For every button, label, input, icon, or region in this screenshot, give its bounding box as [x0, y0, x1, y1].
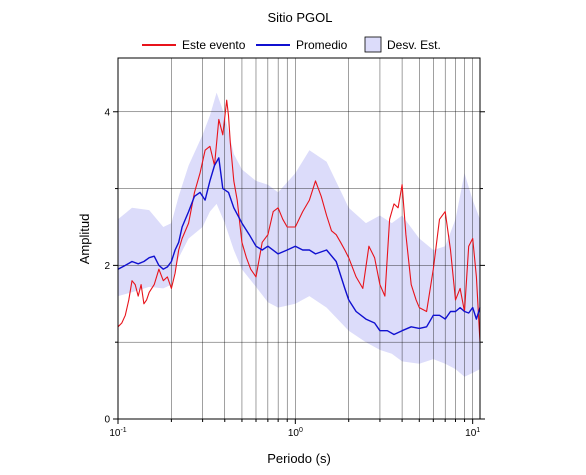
tick-layer: 0 2 4 10-1 100 101 [104, 107, 485, 439]
y-tick-label: 4 [104, 107, 110, 118]
y-axis-label: Amplitud [77, 214, 92, 265]
legend-label-desv-est: Desv. Est. [387, 38, 441, 52]
plot-area: 0 2 4 10-1 100 101 [104, 57, 485, 439]
legend: Este evento Promedio Desv. Est. [142, 36, 441, 53]
x-tick-label: 100 [288, 427, 303, 439]
legend-label-promedio: Promedio [296, 38, 348, 52]
band-layer [118, 92, 480, 377]
y-tick-label: 0 [104, 415, 110, 426]
x-tick-label: 10-1 [109, 427, 126, 439]
series-line-promedio [117, 157, 481, 336]
legend-label-este-evento: Este evento [182, 38, 246, 52]
series-layer [117, 99, 481, 343]
chart-title: Sitio PGOL [267, 10, 332, 25]
legend-swatch-desv-est [364, 36, 382, 53]
series-line-este-evento [117, 99, 481, 343]
x-tick-label: 101 [465, 427, 480, 439]
y-tick-label: 2 [104, 261, 110, 272]
std-dev-band [118, 92, 480, 377]
x-axis-label: Periodo (s) [267, 451, 331, 466]
plot-frame [117, 57, 481, 420]
grid-layer [118, 58, 480, 419]
